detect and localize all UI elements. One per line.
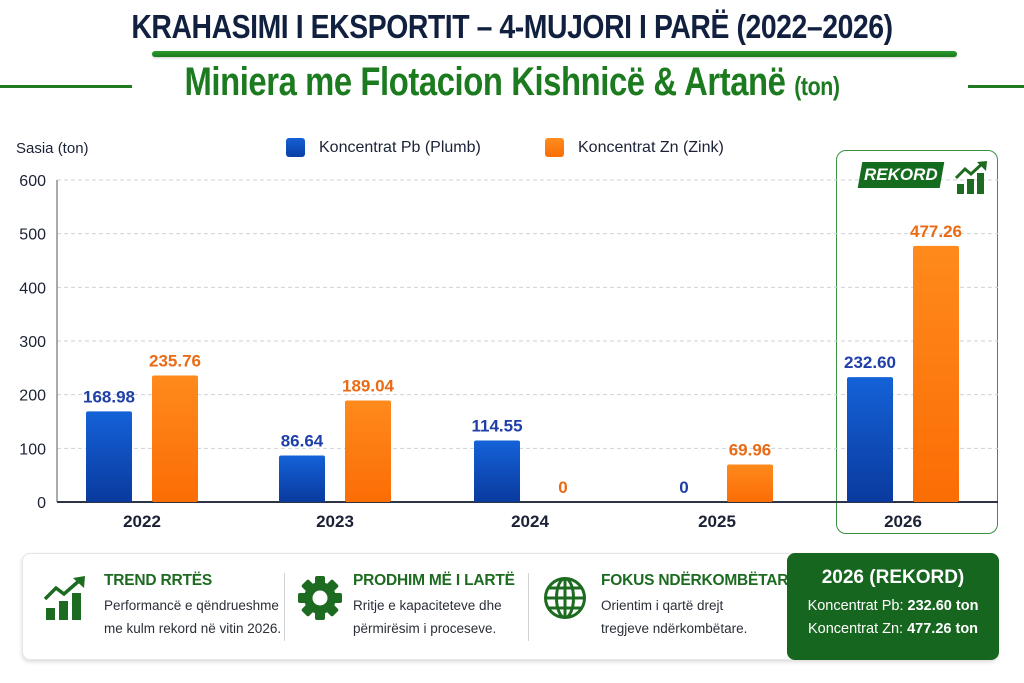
y-tick-label: 0	[37, 495, 46, 512]
bars	[86, 245, 959, 502]
rekord-badge-text: REKORD	[864, 165, 938, 184]
data-label-pb: 168.98	[83, 387, 135, 406]
data-label-zn: 477.26	[910, 222, 962, 241]
gear-icon	[298, 576, 342, 620]
x-tick-label: 2023	[316, 512, 354, 531]
bar-zn-2025	[727, 464, 773, 502]
data-label-pb: 114.55	[471, 417, 522, 436]
y-tick-label: 100	[19, 441, 46, 458]
bar-zn-2022	[152, 375, 198, 502]
y-ticks: 0 100 200 300 400 500 600	[19, 173, 46, 512]
y-tick-label: 400	[19, 280, 46, 297]
feature-text-line: Rritje e kapaciteteve dhe	[353, 598, 502, 613]
data-label-pb: 0	[679, 478, 688, 497]
x-tick-label: 2024	[511, 512, 549, 531]
data-label-pb: 232.60	[844, 353, 896, 372]
subtitle-underline	[152, 51, 957, 57]
gridlines	[56, 179, 998, 503]
record-summary-panel: 2026 (REKORD) Koncentrat Pb: 232.60 ton …	[787, 553, 999, 660]
subtitle-main: Miniera me Flotacion Kishnicë & Artanë	[184, 60, 786, 104]
record-pb-label: Koncentrat Pb:	[807, 598, 904, 614]
subtitle-left-rule	[0, 85, 132, 88]
feature-text-line: tregjeve ndërkombëtare.	[601, 621, 748, 636]
feature-trend: TREND RRTËS Performancë e qëndrueshme me…	[104, 572, 281, 640]
record-zn-label: Koncentrat Zn:	[807, 621, 904, 637]
rekord-badge: REKORD	[857, 162, 945, 188]
legend-label-pb: Koncentrat Pb (Plumb)	[319, 138, 481, 156]
legend-swatch-pb	[286, 138, 305, 157]
chart-title: KRAHASIMI I EKSPORTIT – 4-MUJORI I PARË …	[131, 8, 893, 45]
data-label-zn: 0	[558, 478, 567, 497]
y-tick-label: 600	[19, 173, 46, 190]
subtitle-right-rule	[968, 85, 1024, 88]
bar-pb-2022	[86, 411, 132, 502]
x-tick-label: 2025	[698, 512, 736, 531]
data-label-zn: 235.76	[149, 351, 201, 370]
bar-pb-2026	[847, 377, 893, 502]
divider	[284, 573, 285, 641]
x-tick-label: 2026	[884, 512, 922, 531]
legend-item-zn: Koncentrat Zn (Zink)	[545, 138, 724, 157]
bar-zn-2026	[913, 245, 959, 502]
y-tick-label: 500	[19, 227, 46, 244]
record-pb-value: 232.60 ton	[907, 598, 979, 614]
y-tick-label: 300	[19, 334, 46, 351]
trend-up-chart-icon	[44, 576, 85, 620]
data-label-zn: 189.04	[342, 377, 395, 396]
feature-text-line: Orientim i qartë drejt	[601, 598, 724, 613]
divider	[528, 573, 529, 641]
feature-text-line: përmirësim i proceseve.	[353, 621, 497, 636]
data-labels: 168.98 235.76 86.64 189.04 114.55 0 0 69.96 232.…	[83, 222, 962, 497]
feature-title: FOKUS NDËRKOMBËTAR	[601, 572, 789, 589]
record-title: 2026 (REKORD)	[821, 567, 965, 588]
trend-up-chart-icon	[954, 161, 987, 194]
feature-text-line: me kulm rekord në vitin 2026.	[104, 621, 282, 636]
x-tick-label: 2022	[123, 512, 161, 531]
feature-title: TREND RRTËS	[104, 572, 213, 589]
legend-item-pb: Koncentrat Pb (Plumb)	[286, 138, 481, 157]
bar-pb-2024	[474, 440, 520, 502]
data-label-pb: 86.64	[281, 432, 324, 451]
feature-international: FOKUS NDËRKOMBËTAR Orientim i qartë drej…	[601, 572, 788, 640]
subtitle-unit: (ton)	[794, 71, 840, 101]
feature-title: PRODHIM MË I LARTË	[353, 572, 515, 589]
globe-icon	[544, 577, 586, 619]
legend-label-zn: Koncentrat Zn (Zink)	[578, 138, 724, 156]
y-axis-label: Sasia (ton)	[16, 140, 89, 157]
record-zn-line: Koncentrat Zn: 477.26 ton	[787, 618, 999, 641]
feature-text-line: Performancë e qëndrueshme	[104, 598, 279, 613]
data-label-zn: 69.96	[729, 440, 772, 459]
feature-production: PRODHIM MË I LARTË Rritje e kapaciteteve…	[353, 572, 515, 640]
x-ticks: 2022 2023 2024 2025 2026	[123, 512, 922, 531]
bar-pb-2023	[279, 455, 325, 502]
subtitle-block: Miniera me Flotacion Kishnicë & Artanë (…	[0, 60, 1024, 120]
record-pb-line: Koncentrat Pb: 232.60 ton	[787, 595, 999, 618]
chart-subtitle: Miniera me Flotacion Kishnicë & Artanë (…	[92, 60, 932, 105]
record-zn-value: 477.26 ton	[907, 621, 979, 637]
y-tick-label: 200	[19, 388, 46, 405]
record-highlight-box	[836, 150, 998, 534]
legend-swatch-zn	[545, 138, 564, 157]
bar-zn-2023	[345, 400, 391, 502]
